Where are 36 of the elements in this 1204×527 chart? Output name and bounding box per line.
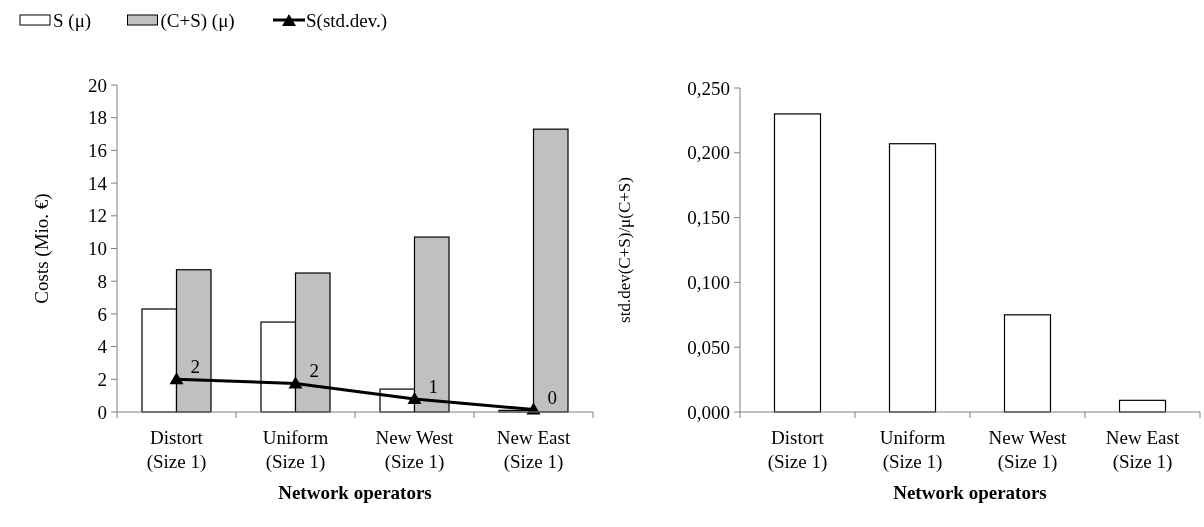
x-tick-label: Uniform (Size 1): [879, 427, 946, 473]
y-tick-label: 0,000: [687, 401, 730, 423]
y-tick-label: 0,050: [687, 336, 730, 358]
y-axis-title: Costs (Mio. €): [31, 193, 53, 304]
y-axis-title: std.dev(C+S)/μ(C+S): [615, 177, 634, 323]
y-tick-label: 8: [97, 270, 107, 292]
y-tick-label: 0,200: [687, 142, 730, 164]
x-tick-label: Distort (Size 1): [146, 427, 207, 473]
y-tick-label: 6: [97, 303, 107, 325]
legend-label: S(std.dev.): [306, 10, 388, 32]
data-label: 2: [190, 356, 200, 378]
x-tick-label: New East (Size 1): [496, 427, 571, 473]
legend-label: (C+S) (μ): [160, 10, 235, 32]
x-tick-label: New East (Size 1): [1105, 427, 1180, 473]
y-tick-label: 2: [97, 368, 107, 390]
y-tick-label: 4: [97, 336, 108, 358]
y-tick-label: 12: [88, 205, 107, 227]
y-tick-label: 0,250: [687, 77, 730, 99]
x-tick-label: New West (Size 1): [988, 427, 1068, 473]
y-tick-label: 20: [88, 74, 107, 96]
x-tick-label: Distort (Size 1): [767, 427, 828, 473]
data-label: 0: [547, 386, 557, 408]
y-tick-label: 10: [88, 238, 107, 260]
x-axis-title: Network operators: [278, 482, 432, 503]
x-tick-label: Uniform (Size 1): [262, 427, 329, 473]
y-tick-label: 16: [88, 140, 107, 162]
x-tick-label: New West (Size 1): [375, 427, 455, 473]
y-tick-label: 14: [88, 172, 108, 194]
x-axis-title: Network operators: [893, 482, 1047, 503]
legend-label: S (μ): [53, 10, 92, 32]
y-tick-label: 18: [88, 107, 107, 129]
data-label: 2: [309, 360, 319, 382]
data-label: 1: [428, 375, 438, 397]
y-tick-label: 0,150: [687, 207, 730, 229]
y-tick-label: 0: [97, 401, 107, 423]
y-tick-label: 0,100: [687, 272, 730, 294]
